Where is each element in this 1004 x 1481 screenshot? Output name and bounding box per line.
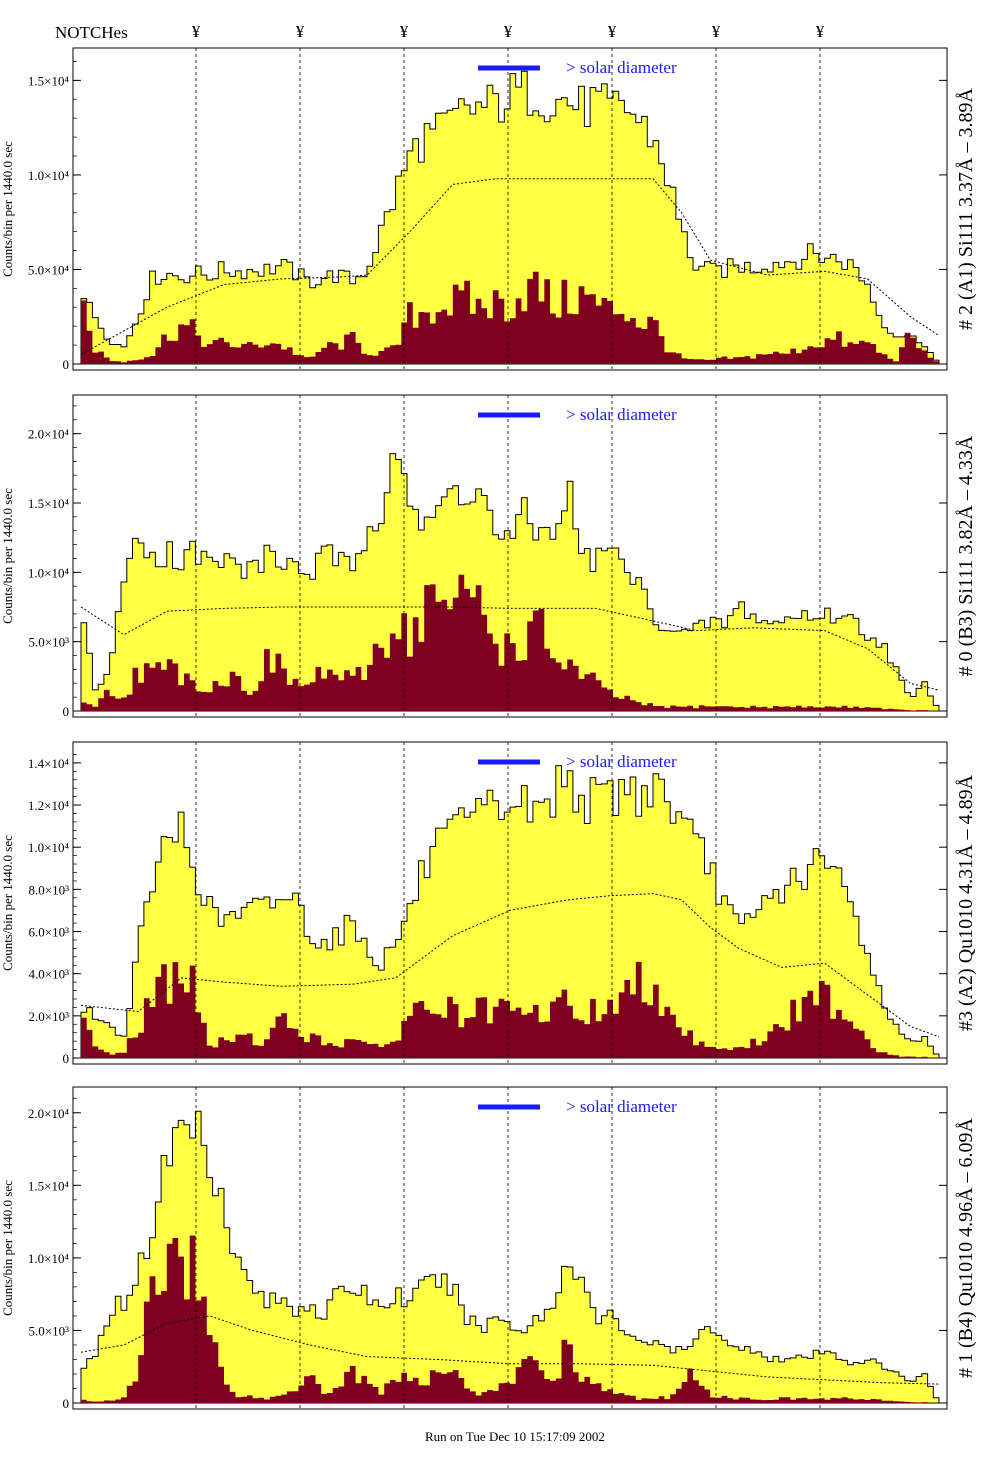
plot-frame (72, 394, 948, 718)
y-axis-label: Counts/bin per 1440.0 sec (0, 1180, 15, 1316)
model-curve (80, 893, 940, 1038)
plot-frame (72, 741, 948, 1065)
y-tick-label: 5.0×10³ (29, 1323, 70, 1338)
solar-diameter-label: > solar diameter (566, 405, 677, 424)
background-histogram (81, 1235, 939, 1403)
notch-marker: ¥ (816, 22, 825, 41)
panel-1: 0 5.0×10³ 1.0×10⁴ 1.5×10⁴ 2.0×10⁴ Counts/bin … (0, 394, 977, 719)
y-axis-label: Counts/bin per 1440.0 sec (0, 488, 15, 624)
y-tick-label: 0 (63, 1396, 70, 1411)
y-tick-label: 2.0×10³ (29, 1009, 70, 1024)
y-tick-label: 5.0×10³ (29, 635, 70, 650)
panel-2: 0 2.0×10³ 4.0×10³ 6.0×10³ 8.0×10³ 1.0×10⁴ 1.2×… (0, 741, 977, 1066)
y-tick-label: 1.5×10⁴ (28, 496, 70, 511)
y-tick-label: 1.4×10⁴ (28, 756, 70, 771)
y-tick-label: 2.0×10⁴ (28, 427, 70, 442)
plot-frame (72, 47, 948, 371)
plot-frame (72, 1086, 948, 1410)
y-tick-label: 1.0×10⁴ (28, 1251, 70, 1266)
panel-0: 0 5.0×10⁴ 1.0×10⁴ 1.5×10⁴ Counts/bin per 144… (0, 47, 977, 372)
y-tick-label: 1.2×10⁴ (28, 798, 70, 813)
y-tick-label: 6.0×10³ (29, 925, 70, 940)
solar-diameter-label: > solar diameter (566, 1097, 677, 1116)
panel-title: # 2 (A1) Si111 3.37Å – 3.89Å (955, 88, 977, 330)
total-counts-histogram (80, 1110, 940, 1404)
notch-marker: ¥ (296, 22, 305, 41)
solar-diameter-label: > solar diameter (566, 58, 677, 77)
y-tick-label: 1.0×10⁴ (28, 168, 70, 183)
notch-marker: ¥ (608, 22, 617, 41)
total-counts-histogram (80, 453, 940, 712)
notch-marker: ¥ (504, 22, 513, 41)
notch-marker: ¥ (192, 22, 201, 41)
y-tick-label: 1.0×10⁴ (28, 565, 70, 580)
notch-marker: ¥ (712, 22, 721, 41)
background-histogram (81, 271, 939, 364)
background-histogram (81, 961, 939, 1058)
y-tick-label: 8.0×10³ (29, 882, 70, 897)
notch-markers: ¥ ¥ ¥ ¥ ¥ ¥ ¥ (192, 22, 825, 41)
y-tick-label: 5.0×10⁴ (28, 262, 70, 277)
panel-title: # 0 (B3) Si111 3.82Å – 4.33Å (955, 435, 977, 676)
y-tick-label: 1.5×10⁴ (28, 73, 70, 88)
y-tick-label: 2.0×10⁴ (28, 1106, 70, 1121)
y-tick-label: 1.0×10⁴ (28, 840, 70, 855)
background-histogram (81, 574, 939, 711)
y-tick-label: 0 (63, 1051, 70, 1066)
y-axis-label: Counts/bin per 1440.0 sec (0, 141, 15, 277)
total-counts-histogram (80, 765, 940, 1059)
model-curve (80, 1315, 940, 1385)
model-curve (80, 178, 940, 355)
panel-title: # 1 (B4) Qu1010 4.96Å – 6.09Å (955, 1117, 977, 1378)
y-tick-label: 0 (63, 704, 70, 719)
panels: 0 5.0×10⁴ 1.0×10⁴ 1.5×10⁴ Counts/bin per 144… (0, 47, 977, 1411)
run-footer: Run on Tue Dec 10 15:17:09 2002 (425, 1429, 605, 1444)
panel-title: #3 (A2) Qu1010 4.31Å – 4.89Å (955, 774, 977, 1031)
solar-diameter-label: > solar diameter (566, 752, 677, 771)
y-axis-label: Counts/bin per 1440.0 sec (0, 835, 15, 971)
notch-marker: ¥ (400, 22, 409, 41)
y-tick-label: 1.5×10⁴ (28, 1178, 70, 1193)
y-tick-label: 0 (63, 357, 70, 372)
total-counts-histogram (80, 70, 940, 365)
panel-3: 0 5.0×10³ 1.0×10⁴ 1.5×10⁴ 2.0×10⁴ Counts/bin … (0, 1086, 977, 1411)
notches-label: NOTCHes (55, 23, 128, 42)
y-tick-label: 4.0×10³ (29, 967, 70, 982)
